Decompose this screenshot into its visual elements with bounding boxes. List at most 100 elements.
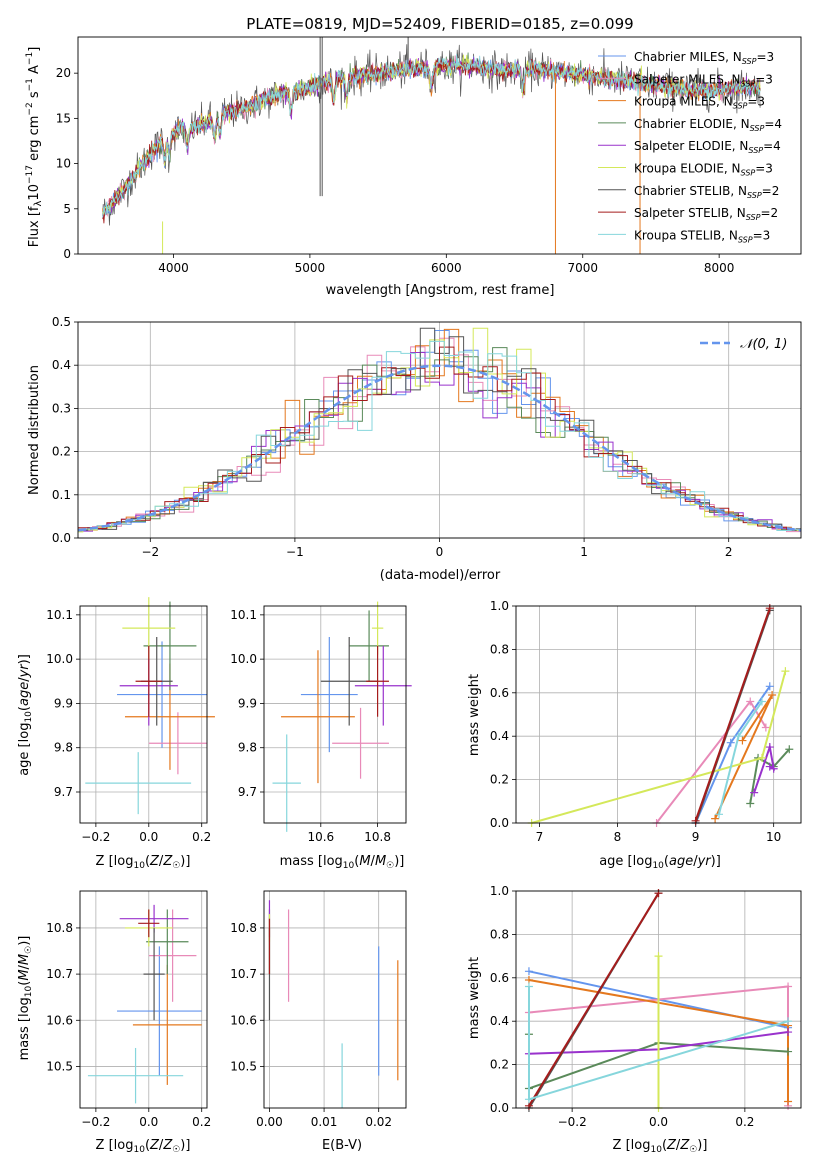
x-tick-label: 1 — [580, 545, 588, 559]
weight-vs-age-panel: 7 8 9 10 0.0 0.2 0.4 0.6 0.8 1.0 age [log10(age/y… — [467, 599, 802, 871]
y-tick-label: 9.7 — [238, 785, 257, 799]
y-tick-label: 10.1 — [46, 608, 73, 622]
weight-series-salpeter-stelib — [691, 604, 774, 825]
errorbar-salpeter-stelib — [366, 645, 389, 717]
errorbar-chabrier-elodie — [143, 601, 197, 691]
legend-label-chabrier-elodie: Chabrier ELODIE, NSSP=4 — [634, 117, 782, 133]
x-tick-label: 7000 — [567, 261, 598, 275]
weight-vs-z-ylabel: mass weight — [467, 957, 482, 1039]
errorbar-chabrier-miles — [300, 637, 358, 753]
weight-marker — [765, 743, 774, 752]
x-tick-label: 8000 — [704, 261, 735, 275]
spectrum-legend: Chabrier MILES, NSSP=3 Salpeter MILES, NS… — [598, 50, 782, 244]
weight-series-chabrier-elodie — [746, 745, 794, 808]
y-tick-label: 10.8 — [46, 921, 73, 935]
y-tick-label: 10.7 — [46, 967, 73, 981]
weight-marker — [691, 816, 700, 825]
x-tick-label: −0.2 — [558, 1115, 587, 1129]
y-tick-label: 10.0 — [230, 652, 257, 666]
mass-vs-ebv-panel: 0.00 0.01 0.02 10.5 10.6 10.7 10.8 E(B-V) — [230, 890, 407, 1153]
errorbar-chabrier-miles — [117, 641, 207, 748]
legend-label-salpeter-miles: Salpeter MILES, NSSP=3 — [634, 72, 773, 88]
errorbar-kroupa-stelib — [87, 1047, 184, 1104]
y-tick-label: 0.3 — [52, 401, 71, 415]
y-tick-label: 0 — [63, 247, 71, 261]
weight-marker — [738, 736, 747, 745]
spectrum-plot: 4000 5000 6000 7000 8000 0 5 10 15 20 — [56, 36, 802, 275]
age-vs-mass-xlabel: mass [log10(M/M☉)] — [280, 854, 405, 871]
x-tick-label: 0.2 — [192, 1115, 211, 1129]
x-tick-label: −1 — [286, 545, 304, 559]
spectrum-title: PLATE=0819, MJD=52409, FIBERID=0185, z=0… — [246, 15, 633, 33]
weight-vs-age-plot: 7 8 9 10 0.0 0.2 0.4 0.6 0.8 1.0 — [490, 599, 802, 844]
y-tick-label: 0.5 — [52, 315, 71, 329]
y-tick-label: 0.0 — [490, 816, 509, 830]
weight-vs-z-panel: −0.2 0.0 0.2 0.0 0.2 0.4 0.6 0.8 1.0 Z [log10(Z/… — [467, 884, 802, 1155]
errorbar-salpeter-miles — [148, 712, 207, 775]
weight-marker — [784, 1017, 793, 1026]
weight-series-chabrier-miles — [691, 682, 774, 827]
x-tick-label: −2 — [141, 545, 159, 559]
x-tick-label: 0.2 — [192, 830, 211, 844]
weight-marker — [765, 604, 774, 613]
errorbar-kroupa-stelib — [272, 734, 301, 832]
residuals-legend: 𝒩(0, 1) — [700, 337, 787, 352]
errorbar-salpeter-stelib — [135, 645, 163, 717]
weight-marker — [765, 762, 774, 771]
weight-vs-age-xlabel: age [log10(age/yr)] — [599, 854, 721, 871]
weight-marker — [524, 967, 533, 976]
weight-line — [528, 892, 660, 1107]
legend-label-kroupa-elodie: Kroupa ELODIE, NSSP=3 — [634, 162, 773, 178]
y-tick-label: 9.9 — [54, 696, 73, 710]
axes-frame — [263, 890, 407, 1109]
gaussian-curve — [77, 364, 802, 532]
y-tick-label: 10.8 — [230, 921, 257, 935]
y-tick-label: 10.6 — [230, 1013, 257, 1027]
x-tick-label: 8 — [614, 830, 622, 844]
weight-line — [749, 748, 791, 804]
spectrum-panel: PLATE=0819, MJD=52409, FIBERID=0185, z=0… — [25, 15, 802, 298]
x-tick-label: 0.2 — [735, 1115, 754, 1129]
y-tick-label: 0.8 — [490, 927, 509, 941]
weight-series-kroupa-miles — [711, 690, 777, 823]
weight-marker — [524, 1095, 533, 1104]
spectrum-ylabel: Flux [fλ10−17 erg cm−2 s−1 A−1] — [25, 47, 44, 248]
age-vs-z-xlabel: Z [log10(Z/Z☉)] — [96, 854, 191, 871]
spectrum-series-salpeter-miles — [102, 55, 761, 217]
y-tick-label: 0.1 — [52, 488, 71, 502]
y-tick-label: 10.1 — [230, 608, 257, 622]
x-tick-label: 2 — [725, 545, 733, 559]
age-vs-z-plot: −0.2 0.0 0.2 9.7 9.8 9.9 10.0 10.1 — [46, 597, 215, 844]
y-tick-label: 9.9 — [238, 696, 257, 710]
weight-vs-age-ylabel: mass weight — [467, 674, 482, 756]
residuals-ylabel: Normed distribution — [27, 365, 42, 495]
errorbar-chabrier-elodie — [349, 610, 389, 682]
weight-series-kroupa-stelib — [524, 982, 793, 1104]
x-tick-label: 10.6 — [307, 830, 334, 844]
mass-vs-z-ylabel: mass [log10(M/M☉)] — [17, 936, 34, 1061]
x-tick-label: 0.01 — [311, 1115, 338, 1129]
y-tick-label: 0.6 — [490, 971, 509, 985]
legend-label-kroupa-miles: Kroupa MILES, NSSP=3 — [634, 95, 765, 111]
mass-vs-ebv-xlabel: E(B-V) — [322, 1138, 362, 1153]
y-tick-label: 10.7 — [230, 967, 257, 981]
legend-label-kroupa-stelib: Kroupa STELIB, NSSP=3 — [634, 228, 770, 244]
x-tick-label: 0.0 — [139, 830, 158, 844]
errorbar-chabrier-elodie — [146, 909, 189, 975]
weight-marker — [761, 723, 770, 732]
axes-frame — [79, 890, 208, 1109]
axes-frame — [263, 605, 407, 824]
mass-vs-z-xlabel: Z [log10(Z/Z☉)] — [96, 1138, 191, 1155]
weight-marker — [765, 682, 774, 691]
weight-marker — [746, 697, 755, 706]
y-tick-label: 0.0 — [52, 531, 71, 545]
weight-marker — [654, 952, 663, 961]
weight-marker — [768, 690, 777, 699]
weight-marker — [524, 982, 533, 991]
x-tick-label: −0.2 — [81, 1115, 110, 1129]
legend-label-salpeter-elodie: Salpeter ELODIE, NSSP=4 — [634, 139, 781, 155]
y-tick-label: 10.5 — [46, 1059, 73, 1073]
x-tick-label: 5000 — [295, 261, 326, 275]
weight-marker — [784, 982, 793, 991]
